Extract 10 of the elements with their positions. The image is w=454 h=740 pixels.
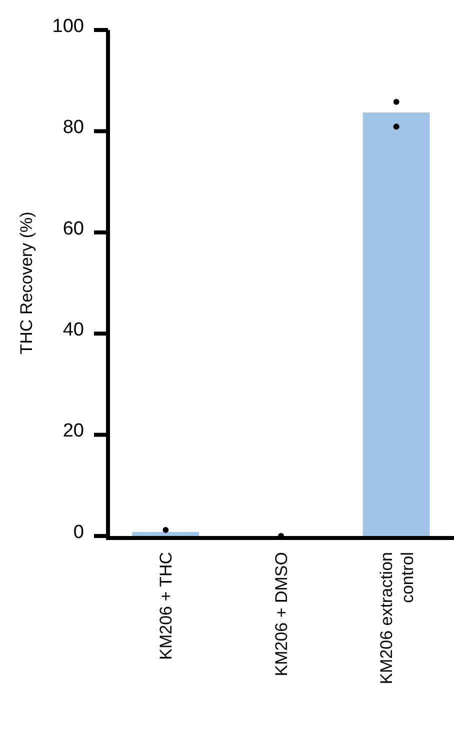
y-axis-title: THC Recovery (%) [17, 212, 36, 354]
x-tick-label: KM206 + DMSO [272, 552, 291, 676]
x-tick-label: KM206 extraction control [376, 552, 417, 684]
y-tick-label: 20 [62, 420, 84, 442]
y-tick-label: 100 [52, 16, 84, 37]
y-tick-label: 80 [62, 117, 84, 138]
y-tick-label: 0 [73, 522, 84, 543]
x-tick-label: KM206 + THC [156, 552, 176, 660]
y-tick-label: 60 [62, 218, 84, 240]
y-tick-label: 40 [62, 320, 84, 340]
